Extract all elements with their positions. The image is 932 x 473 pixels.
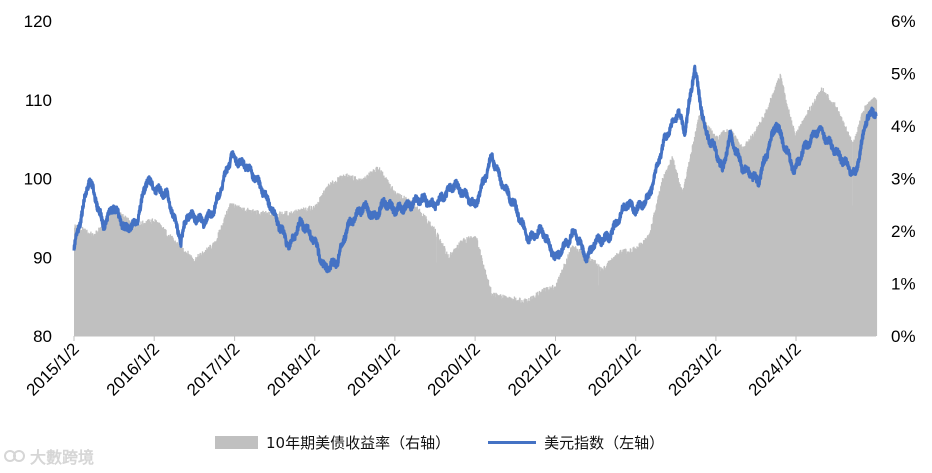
dxy-line xyxy=(72,64,878,274)
left-tick-label: 120 xyxy=(24,12,52,31)
left-tick-label: 80 xyxy=(33,327,52,346)
legend-label-dxy: 美元指数（左轴） xyxy=(544,434,665,452)
watermark-text: 大數跨境 xyxy=(30,448,95,467)
right-tick-label: 2% xyxy=(891,222,916,241)
x-tick-label: 2017/1/2 xyxy=(183,339,243,399)
x-tick-label: 2015/1/2 xyxy=(23,339,83,399)
x-tick-label: 2024/1/2 xyxy=(745,339,805,399)
x-tick-label: 2020/1/2 xyxy=(424,339,484,399)
yield-bar xyxy=(875,99,878,336)
x-tick-label: 2023/1/2 xyxy=(664,339,724,399)
legend-item-dxy: 美元指数（左轴） xyxy=(488,432,664,453)
left-tick-label: 100 xyxy=(24,170,52,189)
x-tick-label: 2022/1/2 xyxy=(584,339,644,399)
legend-swatch-line xyxy=(488,441,537,444)
watermark: 大數跨境 xyxy=(4,444,94,468)
left-tick-label: 90 xyxy=(33,248,52,267)
left-axis: 80 90 100 110 120 xyxy=(24,12,52,346)
x-tick-label: 2018/1/2 xyxy=(263,339,323,399)
right-tick-label: 1% xyxy=(891,275,916,294)
legend-label-yield: 10年期美债收益率（右轴） xyxy=(266,434,451,452)
right-tick-label: 6% xyxy=(891,12,916,31)
legend-swatch-bar xyxy=(215,436,258,449)
right-tick-label: 4% xyxy=(891,117,916,136)
right-axis: 0% 1% 2% 3% 4% 5% 6% xyxy=(891,12,916,346)
left-tick-label: 110 xyxy=(25,91,52,110)
yield-bars xyxy=(74,73,878,337)
right-tick-label: 0% xyxy=(891,327,916,346)
legend-item-yield: 10年期美债收益率（右轴） xyxy=(215,432,450,453)
x-tick-label: 2016/1/2 xyxy=(103,339,163,399)
right-tick-label: 5% xyxy=(891,65,916,84)
x-axis: 2015/1/2 2016/1/2 2017/1/2 2018/1/2 2019/1/2… xyxy=(23,336,805,400)
x-tick-label: 2021/1/2 xyxy=(504,339,564,399)
x-tick-label: 2019/1/2 xyxy=(343,339,403,399)
legend: 10年期美债收益率（右轴） 美元指数（左轴） xyxy=(215,432,702,453)
right-tick-label: 3% xyxy=(891,170,916,189)
watermark-logo-icon xyxy=(4,450,25,462)
